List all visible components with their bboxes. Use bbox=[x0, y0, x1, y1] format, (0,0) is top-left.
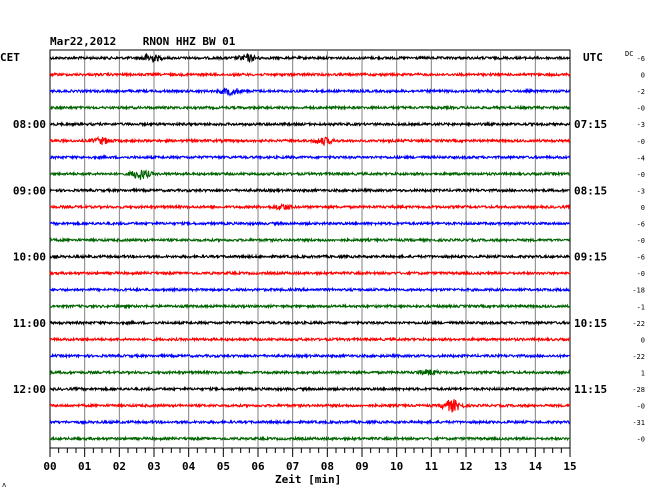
x-tick-label: 07 bbox=[286, 460, 299, 473]
dc-offset-label: 0 bbox=[641, 72, 645, 80]
trace-18 bbox=[49, 352, 571, 360]
x-tick-label: 10 bbox=[390, 460, 403, 473]
trace-14 bbox=[49, 286, 571, 293]
dc-offset-label: -0 bbox=[637, 270, 645, 278]
x-tick-label: 06 bbox=[251, 460, 265, 473]
dc-offset-label: -22 bbox=[632, 353, 645, 361]
x-axis: 00 01 02 03 04 05 06 07 08 09 10 11 12 13 14 15 bbox=[43, 448, 577, 473]
trace-7 bbox=[49, 169, 571, 180]
grid bbox=[49, 49, 571, 449]
traces bbox=[49, 52, 571, 443]
trace-4 bbox=[49, 120, 571, 128]
trace-13 bbox=[49, 269, 571, 277]
left-timezone-label: CET bbox=[0, 51, 20, 64]
right-hour-label: 08:15 bbox=[574, 184, 607, 197]
dc-offset-label: -6 bbox=[637, 254, 645, 262]
right-hour-label: 11:15 bbox=[574, 383, 607, 396]
dc-offset-label: -0 bbox=[637, 171, 645, 179]
right-hour-label: 09:15 bbox=[574, 251, 607, 264]
trace-17 bbox=[49, 336, 571, 343]
dc-offset-label: -0 bbox=[637, 403, 645, 411]
chart-title: Mar22,2012 RNON HHZ BW 01 bbox=[50, 35, 236, 48]
x-tick-label: 12 bbox=[459, 460, 472, 473]
trace-0 bbox=[49, 52, 571, 64]
x-tick-label: 13 bbox=[494, 460, 507, 473]
dc-offset-label: -28 bbox=[632, 386, 645, 394]
left-hour-label: 11:00 bbox=[13, 317, 46, 330]
trace-6 bbox=[49, 154, 571, 161]
trace-15 bbox=[49, 302, 571, 310]
trace-19 bbox=[49, 368, 571, 376]
trace-16 bbox=[49, 319, 571, 327]
x-tick-label: 14 bbox=[529, 460, 543, 473]
trace-3 bbox=[49, 104, 571, 111]
x-tick-label: 11 bbox=[425, 460, 439, 473]
dc-offset-label: -6 bbox=[637, 55, 645, 63]
left-hour-label: 10:00 bbox=[13, 251, 46, 264]
dc-offset-label: -0 bbox=[637, 237, 645, 245]
trace-21 bbox=[49, 399, 571, 413]
dc-offset-label: -2 bbox=[637, 88, 645, 96]
x-tick-label: 15 bbox=[563, 460, 576, 473]
trace-5 bbox=[49, 135, 571, 147]
trace-8 bbox=[49, 187, 571, 194]
left-hour-label: 08:00 bbox=[13, 118, 46, 131]
right-hour-label: 10:15 bbox=[574, 317, 607, 330]
corner-mark: ʌ bbox=[2, 481, 6, 489]
dc-header: DC bbox=[625, 50, 633, 58]
trace-1 bbox=[49, 71, 571, 78]
dc-offset-label: -3 bbox=[637, 121, 645, 129]
trace-22 bbox=[49, 418, 571, 426]
x-tick-label: 08 bbox=[321, 460, 334, 473]
trace-labels: 08:00 09:00 10:00 11:00 12:00 07:15 08:15 09:15… bbox=[13, 55, 645, 444]
x-tick-label: 00 bbox=[43, 460, 56, 473]
dc-offset-label: -0 bbox=[637, 138, 645, 146]
dc-offset-label: -0 bbox=[637, 105, 645, 113]
dc-offset-label: 0 bbox=[641, 336, 645, 344]
trace-20 bbox=[49, 385, 571, 393]
dc-offset-label: -3 bbox=[637, 187, 645, 195]
x-tick-label: 02 bbox=[113, 460, 126, 473]
trace-11 bbox=[49, 236, 571, 244]
x-tick-label: 03 bbox=[147, 460, 160, 473]
left-hour-label: 09:00 bbox=[13, 184, 46, 197]
dc-offset-label: 1 bbox=[641, 369, 645, 377]
x-tick-label: 04 bbox=[182, 460, 196, 473]
dc-offset-label: -22 bbox=[632, 320, 645, 328]
trace-12 bbox=[49, 253, 571, 260]
x-axis-label: Zeit [min] bbox=[275, 473, 341, 486]
dc-offset-label: -4 bbox=[637, 154, 645, 162]
trace-23 bbox=[49, 435, 571, 443]
dc-offset-label: -18 bbox=[632, 287, 645, 295]
right-timezone-label: UTC bbox=[583, 51, 603, 64]
x-tick-label: 05 bbox=[217, 460, 230, 473]
left-hour-label: 12:00 bbox=[13, 383, 46, 396]
dc-offset-label: -31 bbox=[632, 419, 645, 427]
x-tick-label: 01 bbox=[78, 460, 92, 473]
trace-9 bbox=[49, 202, 571, 211]
dc-offset-label: -1 bbox=[637, 303, 645, 311]
trace-10 bbox=[49, 220, 571, 227]
right-hour-label: 07:15 bbox=[574, 118, 607, 131]
trace-2 bbox=[49, 87, 571, 97]
x-tick-label: 09 bbox=[355, 460, 368, 473]
dc-offset-label: -0 bbox=[637, 436, 645, 444]
dc-offset-label: 0 bbox=[641, 204, 645, 212]
dc-offset-label: -6 bbox=[637, 221, 645, 229]
